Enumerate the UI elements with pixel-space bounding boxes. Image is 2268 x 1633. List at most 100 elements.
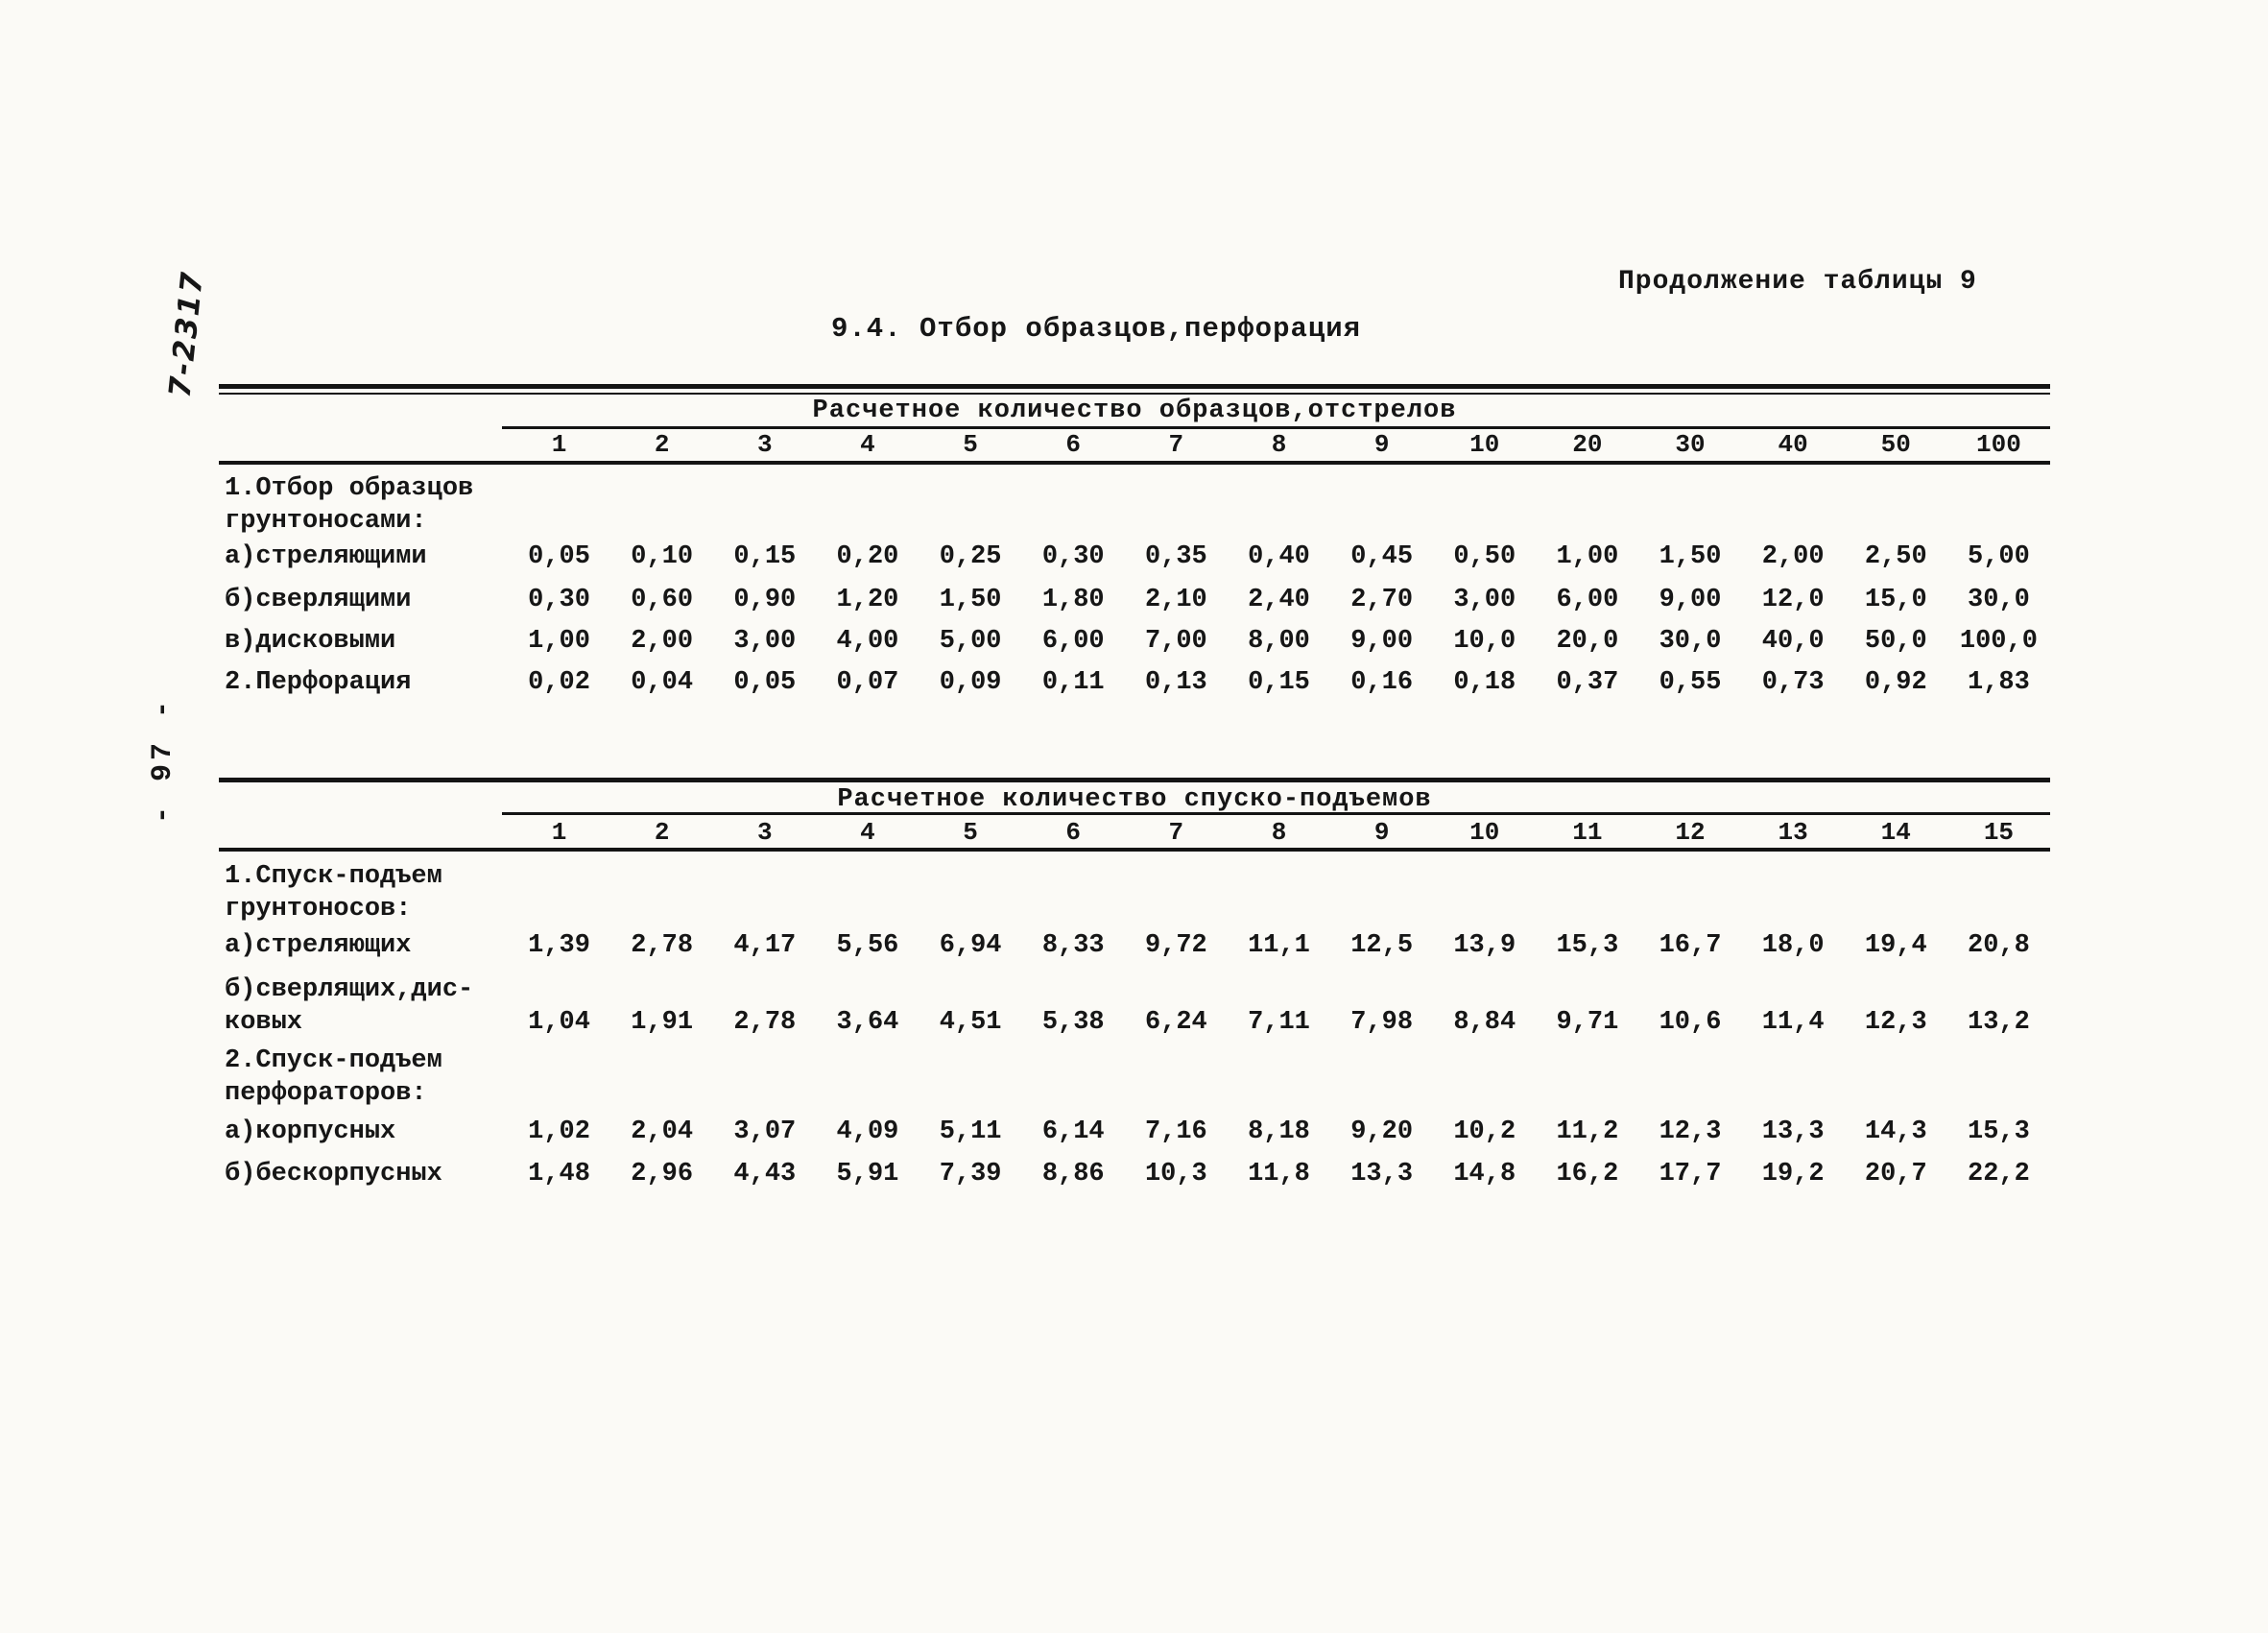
table-cell: 0,37 xyxy=(1556,668,1619,697)
table-cell: 2,78 xyxy=(631,931,694,960)
table-cell: 2,10 xyxy=(1144,586,1207,614)
column-header: 9 xyxy=(1373,818,1390,847)
table-cell: 1,20 xyxy=(836,586,899,614)
column-header: 12 xyxy=(1675,818,1706,847)
table-cell: 0,15 xyxy=(733,542,797,571)
table-row: а)корпусных 1,02 2,04 3,07 4,09 5,11 6,14 7,16… xyxy=(219,1116,2050,1148)
table-cell: 0,16 xyxy=(1350,668,1414,697)
table-cell: 50,0 xyxy=(1864,627,1927,656)
table-cell: 15,3 xyxy=(1968,1117,2030,1146)
header-underline xyxy=(502,812,2050,815)
group-label: 1.Спуск-подъем грунтоносов: xyxy=(219,860,508,925)
row-label: 2.Перфорация xyxy=(225,668,412,697)
table-cell: 0,30 xyxy=(1041,542,1105,571)
row-label: б)сверлящими xyxy=(225,586,412,614)
table-cell: 6,14 xyxy=(1041,1117,1105,1146)
table-cell: 1,02 xyxy=(528,1117,590,1146)
label-column-spacer xyxy=(219,816,508,849)
table-cell: 9,71 xyxy=(1556,1008,1619,1037)
group-label-row: 1.Отбор образцов грунтоносами: xyxy=(219,472,2050,538)
table-cell: 8,18 xyxy=(1248,1117,1310,1146)
table-continuation-note: Продолжение таблицы 9 xyxy=(1618,267,1977,297)
table-cell: 1,83 xyxy=(1968,668,2030,697)
table-cell: 11,4 xyxy=(1761,1008,1825,1037)
row-values: 1,04 1,91 2,78 3,64 4,51 5,38 6,24 7,11 7,98 8,84… xyxy=(508,973,2050,1039)
table-cell: 4,51 xyxy=(939,1008,1002,1037)
column-header: 11 xyxy=(1572,818,1603,847)
column-header: 13 xyxy=(1778,818,1808,847)
table-cell: 7,00 xyxy=(1144,627,1207,656)
table-row: б)сверлящих,дис- ковых 1,04 1,91 2,78 3,64 4… xyxy=(219,973,2050,1039)
table-top-rule xyxy=(219,778,2050,782)
table-cell: 0,60 xyxy=(631,586,694,614)
row-values: 0,05 0,10 0,15 0,20 0,25 0,30 0,35 0,40 0,45 0,50… xyxy=(508,540,2050,573)
table-cell: 15,3 xyxy=(1556,931,1619,960)
table-cell: 0,09 xyxy=(939,668,1002,697)
group-label-line1: 1.Отбор образцов xyxy=(225,474,474,503)
column-header: 3 xyxy=(757,430,773,459)
table-top-rule xyxy=(219,384,2050,389)
row-label: б)бескорпусных xyxy=(225,1160,442,1189)
table-cell: 2,50 xyxy=(1864,542,1927,571)
page-number: - 97 - xyxy=(147,696,179,825)
table-cell: 0,40 xyxy=(1248,542,1310,571)
columns-underline xyxy=(219,461,2050,465)
table-cell: 10,3 xyxy=(1144,1160,1207,1189)
group-label-line2: перфораторов: xyxy=(225,1079,427,1108)
row-values: 1,48 2,96 4,43 5,91 7,39 8,86 10,3 11,8 13,3 14,8… xyxy=(508,1158,2050,1190)
table-cell: 100,0 xyxy=(1959,627,2038,656)
table-cell: 3,00 xyxy=(733,627,797,656)
table-cell: 11,1 xyxy=(1248,931,1310,960)
table-cell: 4,09 xyxy=(836,1117,899,1146)
table-cell: 5,56 xyxy=(836,931,899,960)
table-cell: 5,11 xyxy=(939,1117,1002,1146)
row-values: 0,02 0,04 0,05 0,07 0,09 0,11 0,13 0,15 0,16 0,18… xyxy=(508,666,2050,699)
table-row: б)сверлящими 0,30 0,60 0,90 1,20 1,50 1,80 2,1… xyxy=(219,584,2050,616)
table-cell: 1,00 xyxy=(528,627,590,656)
row-label: а)стреляющих xyxy=(225,931,412,960)
label-column-spacer xyxy=(219,428,508,461)
table-cell: 2,00 xyxy=(1761,542,1825,571)
row-label: а)корпусных xyxy=(225,1117,396,1146)
table-cell: 0,35 xyxy=(1144,542,1207,571)
table-cell: 7,16 xyxy=(1144,1117,1207,1146)
column-header: 100 xyxy=(1976,430,2021,459)
table-header-title: Расчетное количество образцов,отстрелов xyxy=(812,396,1457,425)
row-label: б)сверлящих,дис- ковых xyxy=(219,973,508,1039)
table-cell: 20,0 xyxy=(1556,627,1619,656)
table-cell: 30,0 xyxy=(1659,627,1722,656)
column-header: 1 xyxy=(551,430,567,459)
table-cell: 1,91 xyxy=(631,1008,694,1037)
table-cell: 14,3 xyxy=(1864,1117,1927,1146)
table-cell: 12,3 xyxy=(1864,1008,1927,1037)
table-cell: 6,00 xyxy=(1041,627,1105,656)
table-cell: 0,25 xyxy=(939,542,1002,571)
table-cell: 1,39 xyxy=(528,931,590,960)
table-cell: 14,8 xyxy=(1453,1160,1516,1189)
table-cell: 15,0 xyxy=(1864,586,1927,614)
table-cell: 0,18 xyxy=(1453,668,1516,697)
table-cell: 10,6 xyxy=(1659,1008,1722,1037)
table-cell: 16,7 xyxy=(1659,931,1722,960)
group-label-row: 2.Спуск-подъем перфораторов: xyxy=(219,1045,2050,1110)
section-title: 9.4. Отбор образцов,перфорация xyxy=(831,313,1362,345)
table-cell: 9,00 xyxy=(1350,627,1414,656)
table-cell: 10,0 xyxy=(1453,627,1516,656)
table-cell: 0,73 xyxy=(1761,668,1825,697)
group-label-line2: грунтоносами: xyxy=(225,507,427,536)
table-cell: 13,3 xyxy=(1350,1160,1414,1189)
table-cell: 11,2 xyxy=(1556,1117,1619,1146)
group-label: 2.Спуск-подъем перфораторов: xyxy=(219,1045,508,1110)
column-header: 7 xyxy=(1168,430,1184,459)
group-label: 1.Отбор образцов грунтоносами: xyxy=(219,472,508,538)
column-header: 10 xyxy=(1469,430,1500,459)
table-cell: 0,04 xyxy=(631,668,694,697)
table-cell: 18,0 xyxy=(1761,931,1825,960)
table-cell: 8,00 xyxy=(1248,627,1310,656)
table-cell: 7,11 xyxy=(1248,1008,1310,1037)
table-cell: 6,00 xyxy=(1556,586,1619,614)
table-cell: 8,84 xyxy=(1453,1008,1516,1037)
table-cell: 6,94 xyxy=(939,931,1002,960)
table-cell: 2,04 xyxy=(631,1117,694,1146)
table-cell: 13,2 xyxy=(1968,1008,2030,1037)
